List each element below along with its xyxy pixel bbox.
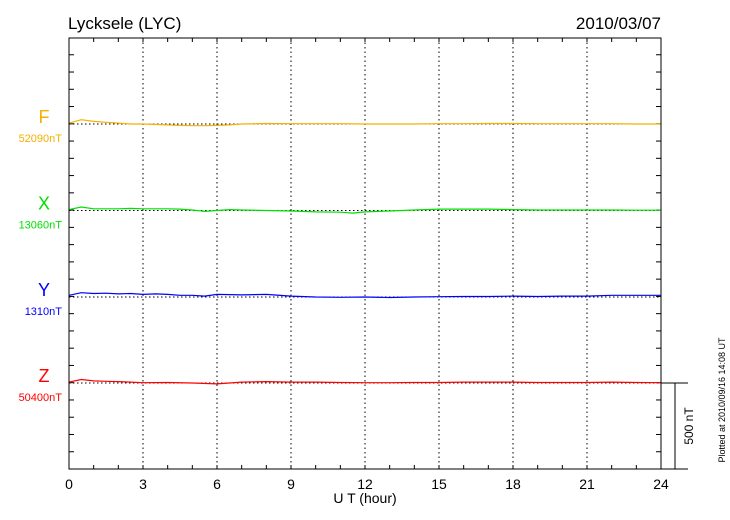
trace-f — [68, 119, 661, 127]
scale-bar-label: 500 nT — [682, 407, 696, 445]
x-tick-label: 9 — [287, 476, 295, 492]
trace-y — [68, 292, 661, 299]
scale-bar: 500 nT — [661, 382, 696, 470]
chart-title: Lycksele (LYC) — [68, 14, 181, 33]
x-tick-label: 18 — [505, 476, 521, 492]
series-name-z: Z — [39, 366, 50, 386]
x-tick-label: 24 — [653, 476, 669, 492]
plot-frame — [68, 37, 662, 470]
x-tick-label: 12 — [357, 476, 373, 492]
series-name-f: F — [39, 107, 50, 127]
x-tick-label: 0 — [65, 476, 73, 492]
x-axis-label: U T (hour) — [333, 490, 396, 506]
axis-ticks — [69, 38, 661, 469]
traces — [68, 119, 662, 385]
grid-lines — [142, 38, 588, 469]
series-baseline-f: 52090nT — [19, 133, 63, 145]
series-baseline-z: 50400nT — [19, 392, 63, 404]
x-tick-label: 3 — [139, 476, 147, 492]
x-tick-label: 15 — [431, 476, 447, 492]
trace-x — [68, 206, 661, 214]
chart-date: 2010/03/07 — [576, 14, 661, 33]
x-tick-label: 6 — [213, 476, 221, 492]
x-tick-label: 21 — [579, 476, 595, 492]
plotted-at-footer: Plotted at 2010/09/16 14:08 UT — [717, 337, 727, 463]
series-labels: F 52090nT X 13060nT Y 1310nT Z 50400nT — [19, 107, 63, 404]
series-baseline-x: 13060nT — [19, 220, 63, 232]
x-tick-labels: 0 3 6 9 12 15 18 21 24 — [65, 476, 669, 492]
series-baseline-y: 1310nT — [25, 306, 63, 318]
trace-z — [68, 378, 662, 385]
series-name-x: X — [38, 194, 50, 214]
series-name-y: Y — [38, 280, 50, 300]
